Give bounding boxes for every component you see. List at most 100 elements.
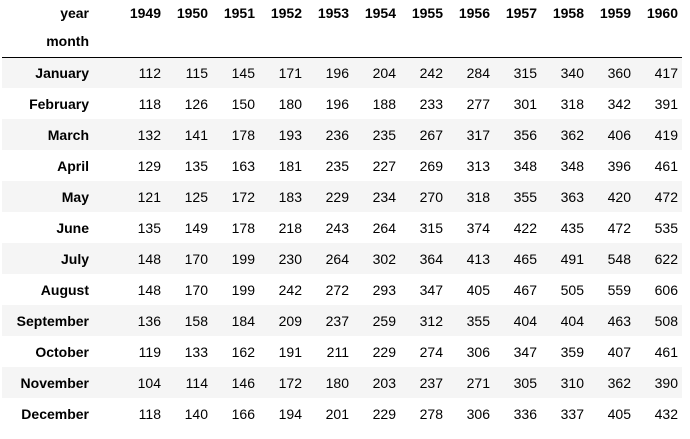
index-header-blank [635,26,682,58]
table-cell: 422 [513,219,537,236]
table-cell: 118 [138,405,161,422]
table-cell: 396 [607,157,631,174]
table-cell: 211 [326,343,349,360]
table-cell: 508 [654,312,678,329]
row-label-june: June [56,219,89,236]
table-cell: 405 [607,405,631,422]
table-row: September 136 158 184 209 237 259 312 355 404 404 4… [2,305,682,336]
table-cell: 140 [184,405,208,422]
row-label-september: September [16,312,89,329]
table-cell: 121 [137,188,161,205]
table-cell: 420 [607,188,631,205]
table-cell: 348 [513,157,537,174]
row-label-october: October [35,343,89,360]
table-cell: 126 [184,95,208,112]
table-cell: 340 [560,64,584,81]
table-cell: 118 [138,95,161,112]
table-cell: 236 [325,126,349,143]
table-cell: 407 [607,343,631,360]
table-cell: 306 [466,405,490,422]
table-cell: 148 [137,250,161,267]
table-row: June 135 149 178 218 243 264 315 374 422 435 472 535 [2,212,682,243]
table-row: December 118 140 166 194 201 229 278 306 336 337 40… [2,398,682,429]
table-cell: 184 [231,312,255,329]
table-cell: 133 [184,343,208,360]
table-cell: 342 [607,95,631,112]
table-cell: 204 [372,64,396,81]
index-header-blank [259,26,306,58]
table-row: April 129 135 163 181 235 227 269 313 348 348 396 46… [2,150,682,181]
table-cell: 404 [560,312,584,329]
table-cell: 199 [231,281,255,298]
table-row: March 132 141 178 193 236 235 267 317 356 362 406 41… [2,119,682,150]
table-cell: 305 [513,374,537,391]
table-cell: 362 [607,374,631,391]
table-cell: 180 [325,374,349,391]
table-cell: 461 [654,157,678,174]
table-cell: 218 [278,219,302,236]
index-header-blank [165,26,212,58]
table-cell: 125 [184,188,208,205]
table-cell: 115 [185,64,208,81]
table-cell: 348 [560,157,584,174]
table-cell: 472 [654,188,678,205]
table-cell: 170 [184,281,208,298]
table-body: January 112 115 145 171 196 204 242 284 315 340 360… [2,57,682,429]
row-label-august: August [40,281,89,298]
table-cell: 432 [654,405,678,422]
table-cell: 146 [231,374,255,391]
table-cell: 293 [372,281,396,298]
year-header-1960: 1960 [646,5,678,21]
year-header-1949: 1949 [129,5,161,21]
table-cell: 163 [231,157,255,174]
table-cell: 132 [137,126,161,143]
table-cell: 119 [138,343,161,360]
table-cell: 269 [419,157,443,174]
table-cell: 267 [419,126,443,143]
table-cell: 315 [419,219,443,236]
table-cell: 148 [137,281,161,298]
table-cell: 390 [654,374,678,391]
table-cell: 234 [372,188,396,205]
row-label-november: November [20,374,89,391]
table-cell: 465 [513,250,537,267]
index-header-blank [212,26,259,58]
table-cell: 235 [325,157,349,174]
year-header-1954: 1954 [364,5,396,21]
table-cell: 278 [419,405,443,422]
table-cell: 336 [513,405,537,422]
row-label-february: February [29,95,89,112]
table-cell: 391 [654,95,678,112]
table-cell: 472 [607,219,631,236]
table-cell: 310 [560,374,584,391]
table-cell: 180 [278,95,302,112]
year-header-row: year 1949 1950 1951 1952 1953 1954 1955 1956 195… [2,0,682,26]
year-header-1952: 1952 [270,5,302,21]
table-cell: 337 [560,405,584,422]
table-cell: 313 [466,157,490,174]
table-cell: 435 [560,219,584,236]
index-header-blank [353,26,400,58]
table-cell: 112 [138,64,161,81]
table-cell: 104 [137,374,161,391]
row-label-december: December [21,405,89,422]
table-cell: 193 [278,126,302,143]
table-row: May 121 125 172 183 229 234 270 318 355 363 420 472 [2,181,682,212]
table-cell: 196 [325,95,349,112]
table-cell: 413 [466,250,490,267]
table-cell: 181 [278,157,302,174]
table-cell: 229 [325,188,349,205]
table-cell: 162 [231,343,255,360]
table-cell: 235 [372,126,396,143]
year-header-1953: 1953 [317,5,349,21]
year-header-1959: 1959 [599,5,631,21]
table-cell: 237 [325,312,349,329]
table-cell: 405 [466,281,490,298]
index-label: month [2,26,118,58]
table-cell: 243 [325,219,349,236]
table-cell: 318 [560,95,584,112]
table-cell: 264 [325,250,349,267]
table-cell: 203 [372,374,396,391]
table-cell: 178 [231,219,255,236]
table-row: February 118 126 150 180 196 188 233 277 301 318 34… [2,88,682,119]
